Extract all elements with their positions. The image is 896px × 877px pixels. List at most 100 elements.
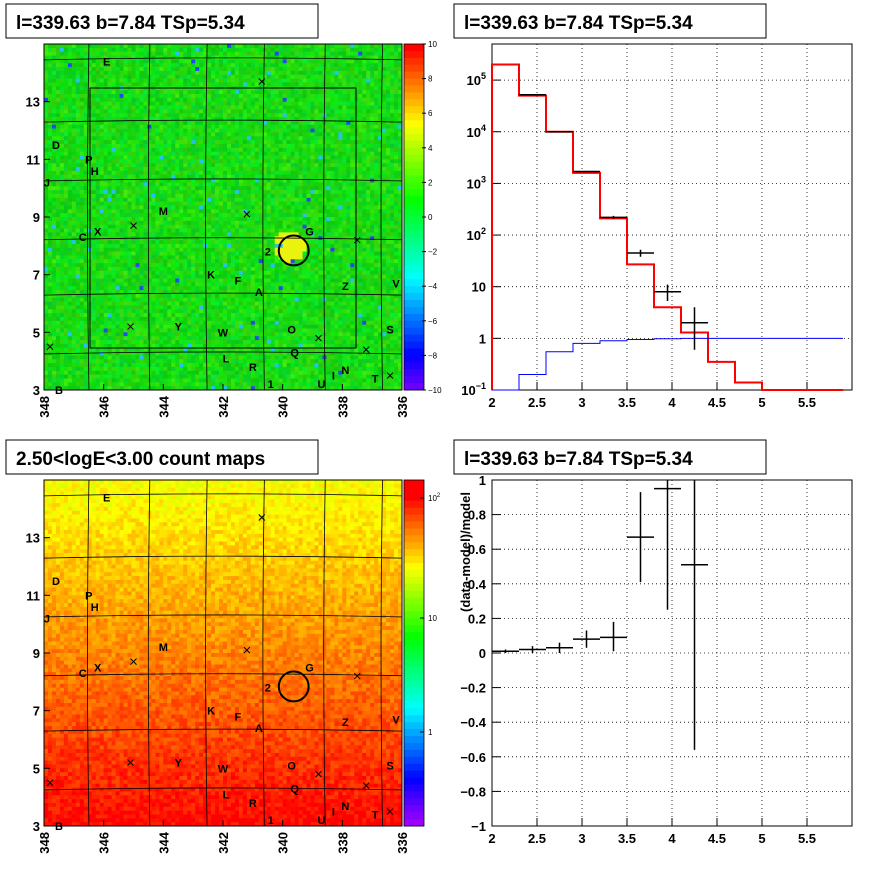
heatmap-cell (115, 224, 120, 229)
heatmap-cell (246, 132, 252, 137)
heatmap-cell (91, 328, 97, 333)
heatmap-cell (219, 270, 224, 276)
heatmap-cell (155, 147, 160, 152)
heatmap-cell (79, 213, 85, 218)
heatmap-cell (47, 213, 53, 218)
heatmap-cell (163, 174, 168, 179)
heatmap-cell (187, 59, 192, 64)
heatmap-cell (258, 47, 264, 53)
heatmap-cell (207, 236, 212, 241)
heatmap-cell (246, 347, 252, 352)
heatmap-cell (250, 155, 256, 160)
heatmap-cell (67, 236, 73, 241)
heatmap-cell (159, 378, 164, 383)
heatmap-cell (131, 274, 136, 279)
heatmap-cell (151, 205, 156, 210)
heatmap-cell (195, 255, 200, 260)
heatmap-cell (179, 240, 184, 245)
heatmap-cell (47, 359, 53, 364)
heatmap-cell (250, 366, 256, 372)
heatmap-cell (111, 378, 116, 383)
heatmap-cell (159, 228, 164, 233)
heatmap-cell (75, 363, 81, 368)
heatmap-cell (155, 74, 160, 79)
heatmap-cell (51, 120, 57, 126)
heatmap-cell (55, 174, 61, 179)
heatmap-cell (234, 259, 240, 264)
heatmap-cell (171, 140, 176, 145)
heatmap-cell (135, 182, 140, 187)
heatmap-cell (179, 128, 184, 133)
heatmap-cell (171, 70, 176, 76)
heatmap-cell (135, 374, 140, 379)
heatmap-cell (115, 117, 120, 122)
heatmap-cell (191, 343, 196, 349)
heatmap-cell (167, 255, 172, 260)
heatmap-cell (167, 143, 172, 149)
heatmap-cell (111, 209, 116, 214)
heatmap-cell (147, 309, 152, 314)
heatmap-cell (123, 90, 128, 95)
heatmap-cell (230, 313, 236, 318)
heatmap-cell (175, 220, 180, 226)
heatmap-cell (211, 136, 216, 141)
heatmap-cell (254, 217, 260, 222)
heatmap-cell (211, 44, 216, 49)
heatmap-cell (155, 240, 160, 245)
heatmap-cell (63, 263, 69, 268)
heatmap-cell (91, 220, 97, 226)
heatmap-cell (159, 232, 164, 237)
heatmap-cell (135, 301, 140, 306)
heatmap-cell (159, 74, 164, 79)
heatmap-cell (250, 266, 256, 272)
heatmap-cell (183, 201, 188, 206)
heatmap-cell (219, 143, 224, 149)
heatmap-cell (175, 120, 180, 126)
heatmap-cell (127, 178, 132, 183)
heatmap-cell (95, 305, 101, 310)
heatmap-cell (44, 340, 49, 345)
heatmap-cell (187, 140, 192, 145)
heatmap-cell (187, 193, 192, 199)
heatmap-cell (191, 347, 196, 352)
heatmap-cell (95, 282, 101, 287)
heatmap-cell (167, 286, 172, 291)
heatmap-cell (71, 217, 77, 222)
heatmap-cell (258, 163, 264, 168)
heatmap-cell (159, 113, 164, 118)
heatmap-cell (127, 278, 132, 283)
heatmap-cell (131, 301, 136, 306)
heatmap-cell (79, 236, 85, 241)
heatmap-cell (91, 93, 97, 99)
heatmap-cell (103, 59, 108, 64)
heatmap-cell (67, 259, 73, 264)
heatmap-cell (258, 174, 264, 179)
heatmap-cell (191, 174, 196, 179)
heatmap-cell (183, 109, 188, 114)
heatmap-cell (143, 170, 148, 176)
heatmap-cell (187, 363, 192, 368)
heatmap-cell (179, 136, 184, 141)
heatmap-cell (99, 228, 105, 233)
heatmap-cell (99, 105, 105, 110)
heatmap-cell (234, 309, 240, 314)
heatmap-cell (238, 282, 244, 287)
heatmap-cell (99, 205, 105, 210)
heatmap-cell (135, 324, 140, 329)
heatmap-cell (111, 386, 116, 391)
heatmap-cell (250, 332, 256, 337)
heatmap-cell (238, 151, 244, 156)
heatmap-cell (215, 286, 220, 291)
heatmap-cell (242, 232, 248, 237)
heatmap-cell (83, 155, 89, 160)
heatmap-cell (147, 259, 152, 264)
heatmap-cell (226, 59, 232, 64)
heatmap-cell (123, 370, 128, 375)
heatmap-cell (127, 320, 132, 325)
heatmap-cell (63, 201, 69, 206)
heatmap-cell (155, 178, 160, 183)
heatmap-cell (139, 355, 144, 360)
heatmap-cell (187, 301, 192, 306)
heatmap-cell (55, 263, 61, 268)
heatmap-cell (207, 186, 212, 191)
